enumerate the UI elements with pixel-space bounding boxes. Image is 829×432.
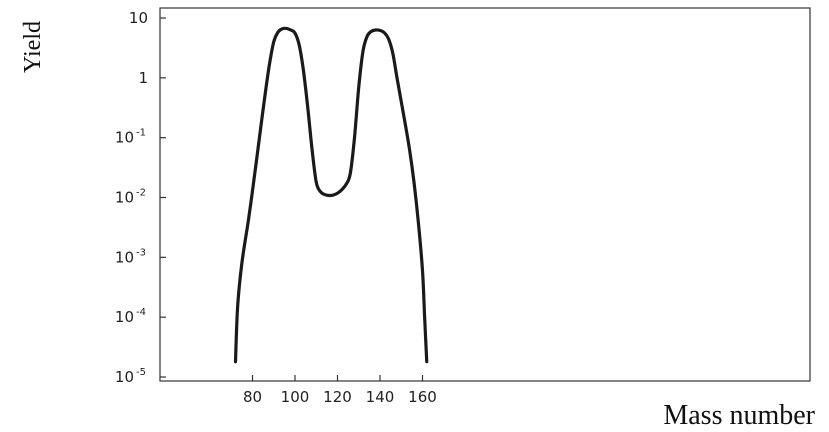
y-tick-base: 10 [115,368,134,386]
yield-curve-line [233,26,429,364]
y-tick-label: 10 -1 [115,128,146,147]
plot-frame [159,7,811,382]
y-tick-base: 10 [115,129,134,147]
y-tick-base: 10 [115,189,134,207]
y-tick-exponent: -3 [136,247,146,258]
x-tick-label: 80 [243,388,262,406]
y-tick-base: 1 [138,69,148,87]
x-axis-label: Mass number [663,400,815,431]
y-tick-exponent: -2 [136,188,146,199]
x-tick-label: 120 [323,388,352,406]
y-tick-label: 10 -5 [115,367,146,386]
y-tick-exponent: -5 [136,367,146,378]
y-tick-label: 10 -3 [115,247,146,266]
x-axis: 80 100 120 140 160 [243,375,437,406]
y-tick-base: 10 [115,308,134,326]
y-tick-label: 10 [129,9,148,27]
y-tick-label: 10 -2 [115,188,146,207]
y-tick-base: 10 [129,9,148,27]
x-tick-label: 140 [366,388,395,406]
y-tick-exponent: -1 [136,128,146,139]
y-tick-base: 10 [115,248,134,266]
series-layer [233,26,429,364]
x-tick-label: 100 [281,388,310,406]
x-tick-label: 160 [408,388,437,406]
y-axis-label: Yield [20,21,46,73]
y-tick-label: 1 [138,69,148,87]
y-tick-label: 10 -4 [115,307,146,326]
y-tick-exponent: -4 [136,307,146,318]
